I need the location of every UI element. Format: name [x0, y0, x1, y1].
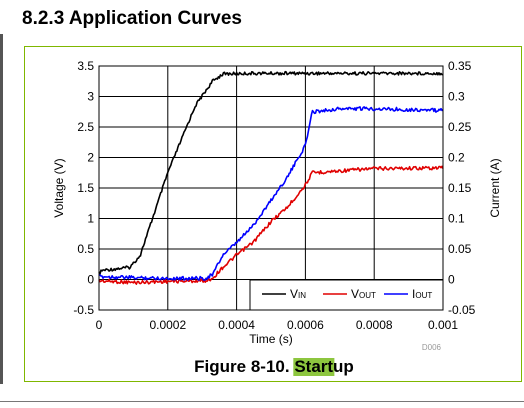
section-heading: 8.2.3 Application Curves [22, 8, 242, 29]
y-left-tick-label: 0.5 [77, 242, 94, 256]
page-edge-line [0, 34, 3, 384]
legend-box [249, 279, 444, 311]
y-right-tick-label: 0.3 [448, 90, 465, 104]
x-tick-label: 0.001 [428, 318, 458, 332]
y-right-tick-label: 0.35 [448, 59, 472, 73]
figure-frame [24, 46, 522, 382]
y-axis-left-label: Voltage (V) [52, 158, 66, 217]
y-right-tick-label: 0.25 [448, 120, 472, 134]
caption-prefix: Figure 8-10. [194, 357, 294, 376]
y-right-tick-label: 0.1 [448, 212, 465, 226]
y-right-tick-label: -0.05 [448, 303, 476, 317]
x-tick-label: 0.0006 [287, 318, 324, 332]
y-left-tick-label: 2 [87, 151, 94, 165]
x-tick-label: 0 [96, 318, 103, 332]
legend: VIN VOUT IOUT [249, 279, 444, 311]
legend-label-vin: VIN [290, 287, 306, 301]
series-line-vout [98, 165, 444, 285]
y-left-tick-label: 3.5 [77, 59, 94, 73]
figure-code: D006 [422, 343, 442, 352]
y-left-tick-label: -0.5 [73, 303, 94, 317]
y-right-tick-label: 0 [448, 273, 455, 287]
y-left-tick-label: 1 [87, 212, 94, 226]
page-bottom-rule [0, 401, 524, 402]
tick-labels: 0 0.0002 0.0004 0.0006 0.0008 0.001-0.500.511… [73, 59, 475, 332]
y-left-tick-label: 1.5 [77, 181, 94, 195]
legend-label-vout: VOUT [351, 287, 376, 301]
series-layer [98, 70, 444, 285]
y-right-tick-label: 0.15 [448, 181, 472, 195]
caption-highlight [293, 358, 335, 376]
series-line-vin [98, 70, 444, 275]
figure-caption: Figure 8-10. Startup [194, 357, 354, 376]
y-left-tick-label: 3 [87, 90, 94, 104]
x-axis-label: Time (s) [249, 332, 293, 346]
caption-suffix: up [333, 357, 354, 376]
x-tick-label: 0.0002 [149, 318, 186, 332]
caption-highlight-text: Start [294, 357, 333, 376]
x-tick-label: 0.0004 [218, 318, 255, 332]
grid-lines [99, 66, 443, 310]
y-left-tick-label: 2.5 [77, 120, 94, 134]
y-right-tick-label: 0.2 [448, 151, 465, 165]
y-right-tick-label: 0.05 [448, 242, 472, 256]
series-line-iout [98, 106, 444, 281]
y-axis-right-label: Current (A) [488, 158, 502, 217]
x-tick-label: 0.0008 [356, 318, 393, 332]
y-left-tick-label: 0 [87, 273, 94, 287]
legend-label-iout: IOUT [412, 287, 432, 301]
